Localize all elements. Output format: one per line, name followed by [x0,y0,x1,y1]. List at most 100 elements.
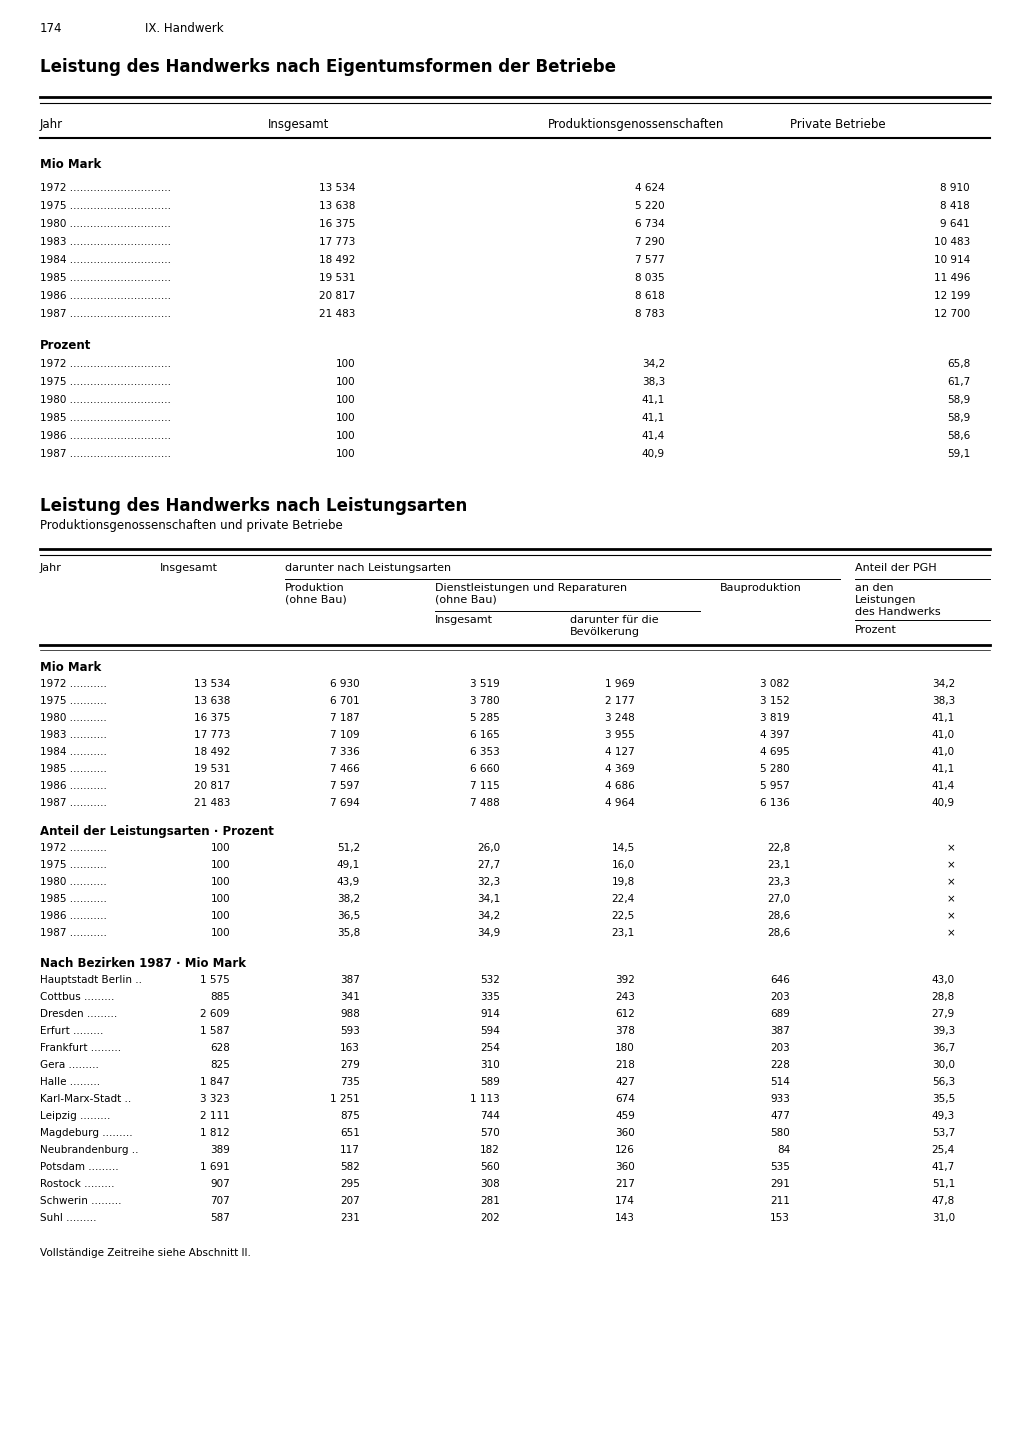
Text: ×: × [946,894,955,905]
Text: 580: 580 [770,1127,790,1137]
Text: 153: 153 [770,1214,790,1222]
Text: 1987 ..............................: 1987 .............................. [40,309,171,319]
Text: Anteil der PGH: Anteil der PGH [855,564,937,572]
Text: 58,9: 58,9 [947,395,970,406]
Text: 7 466: 7 466 [331,764,360,774]
Text: 1986 ...........: 1986 ........... [40,781,106,791]
Text: Suhl .........: Suhl ......... [40,1214,96,1222]
Text: 707: 707 [210,1196,230,1206]
Text: 6 660: 6 660 [470,764,500,774]
Text: 291: 291 [770,1179,790,1189]
Text: ×: × [946,860,955,870]
Text: 100: 100 [210,894,230,905]
Text: 27,0: 27,0 [767,894,790,905]
Text: Mio Mark: Mio Mark [40,158,101,171]
Text: 25,4: 25,4 [932,1145,955,1155]
Text: 61,7: 61,7 [947,377,970,387]
Text: 26,0: 26,0 [477,843,500,853]
Text: 182: 182 [480,1145,500,1155]
Text: (ohne Bau): (ohne Bau) [285,595,347,605]
Text: 100: 100 [210,877,230,887]
Text: 587: 587 [210,1214,230,1222]
Text: 39,3: 39,3 [932,1025,955,1035]
Text: 203: 203 [770,1043,790,1053]
Text: 535: 535 [770,1162,790,1172]
Text: 47,8: 47,8 [932,1196,955,1206]
Text: 38,3: 38,3 [932,696,955,706]
Text: 11 496: 11 496 [934,273,970,283]
Text: 41,0: 41,0 [932,731,955,741]
Text: 6 701: 6 701 [331,696,360,706]
Text: 19 531: 19 531 [194,764,230,774]
Text: 41,0: 41,0 [932,746,955,756]
Text: 35,5: 35,5 [932,1094,955,1104]
Text: 19,8: 19,8 [611,877,635,887]
Text: 1975 ...........: 1975 ........... [40,696,106,706]
Text: 1 691: 1 691 [201,1162,230,1172]
Text: 34,2: 34,2 [477,912,500,920]
Text: 360: 360 [615,1162,635,1172]
Text: 100: 100 [336,360,355,370]
Text: 310: 310 [480,1060,500,1070]
Text: 100: 100 [210,860,230,870]
Text: 378: 378 [615,1025,635,1035]
Text: 58,9: 58,9 [947,413,970,423]
Text: Erfurt .........: Erfurt ......... [40,1025,103,1035]
Text: 41,1: 41,1 [932,713,955,723]
Text: 589: 589 [480,1077,500,1087]
Text: 3 248: 3 248 [605,713,635,723]
Text: 202: 202 [480,1214,500,1222]
Text: Mio Mark: Mio Mark [40,661,101,674]
Text: 34,1: 34,1 [477,894,500,905]
Text: 32,3: 32,3 [477,877,500,887]
Text: Bevölkerung: Bevölkerung [570,627,640,637]
Text: 30,0: 30,0 [932,1060,955,1070]
Text: 40,9: 40,9 [642,449,665,459]
Text: 59,1: 59,1 [947,449,970,459]
Text: 17 773: 17 773 [318,237,355,247]
Text: 16,0: 16,0 [612,860,635,870]
Text: 41,7: 41,7 [932,1162,955,1172]
Text: 243: 243 [615,992,635,1002]
Text: 1986 ..............................: 1986 .............................. [40,290,171,301]
Text: (ohne Bau): (ohne Bau) [435,595,497,605]
Text: 7 577: 7 577 [635,255,665,265]
Text: 14,5: 14,5 [611,843,635,853]
Text: 56,3: 56,3 [932,1077,955,1087]
Text: 254: 254 [480,1043,500,1053]
Text: 4 624: 4 624 [635,183,665,193]
Text: des Handwerks: des Handwerks [855,607,941,617]
Text: 1987 ..............................: 1987 .............................. [40,449,171,459]
Text: 40,9: 40,9 [932,798,955,808]
Text: 628: 628 [210,1043,230,1053]
Text: 6 734: 6 734 [635,219,665,229]
Text: 5 285: 5 285 [470,713,500,723]
Text: 4 397: 4 397 [760,731,790,741]
Text: 6 353: 6 353 [470,746,500,756]
Text: 228: 228 [770,1060,790,1070]
Text: Nach Bezirken 1987 · Mio Mark: Nach Bezirken 1987 · Mio Mark [40,958,246,971]
Text: 28,8: 28,8 [932,992,955,1002]
Text: 341: 341 [340,992,360,1002]
Text: 16 375: 16 375 [318,219,355,229]
Text: 126: 126 [615,1145,635,1155]
Text: 12 700: 12 700 [934,309,970,319]
Text: Jahr: Jahr [40,564,61,572]
Text: 218: 218 [615,1060,635,1070]
Text: 1975 ..............................: 1975 .............................. [40,377,171,387]
Text: 689: 689 [770,1009,790,1020]
Text: 674: 674 [615,1094,635,1104]
Text: 9 641: 9 641 [940,219,970,229]
Text: 100: 100 [210,912,230,920]
Text: Prozent: Prozent [855,626,897,636]
Text: 10 483: 10 483 [934,237,970,247]
Text: 281: 281 [480,1196,500,1206]
Text: 7 187: 7 187 [331,713,360,723]
Text: Produktionsgenossenschaften und private Betriebe: Produktionsgenossenschaften und private … [40,519,343,532]
Text: 6 165: 6 165 [470,731,500,741]
Text: 1984 ...........: 1984 ........... [40,746,106,756]
Text: 1986 ...........: 1986 ........... [40,912,106,920]
Text: 12 199: 12 199 [934,290,970,301]
Text: 1985 ...........: 1985 ........... [40,764,106,774]
Text: 582: 582 [340,1162,360,1172]
